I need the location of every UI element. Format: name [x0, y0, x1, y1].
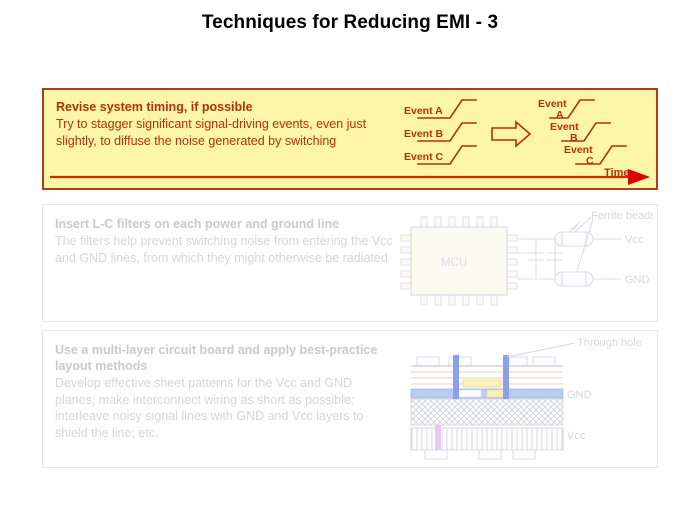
label-mcu-chip: MCU: [441, 257, 467, 269]
multilayer-pcb-cross-section: Through hole GND Vcc: [410, 337, 642, 460]
technique-panel-lc-filters[interactable]: Insert L-C filters on each power and gro…: [42, 204, 658, 322]
panel-text-block: Insert L-C filters on each power and gro…: [55, 216, 395, 266]
label-event-c-before: Event C: [404, 151, 444, 163]
label-vcc-rail: Vcc: [625, 234, 644, 246]
through-hole-via-bottom: [435, 425, 441, 457]
right-arrow-icon: [491, 120, 532, 148]
waveform-event-a-after: [549, 99, 595, 119]
panel-heading: Use a multi-layer circuit board and appl…: [55, 343, 378, 373]
panel-text-block: Revise system timing, if possible Try to…: [56, 99, 406, 149]
time-axis-arrow-icon: [50, 169, 650, 185]
label-event-b-before: Event B: [404, 128, 444, 140]
through-hole-via-left: [453, 355, 459, 399]
label-event-b-after-line2: B: [570, 132, 578, 144]
label-event-a-after-line1: Event: [538, 98, 567, 110]
panel-body: The filters help prevent switching noise…: [55, 234, 393, 265]
panel-heading: Insert L-C filters on each power and gro…: [55, 217, 340, 231]
waveform-event-b-after: [561, 122, 611, 142]
waveform-event-a-before: [417, 99, 477, 119]
label-event-c-after-line2: C: [586, 155, 594, 167]
technique-panel-revise-system-timing[interactable]: Revise system timing, if possible Try to…: [42, 88, 658, 190]
page-title: Techniques for Reducing EMI - 3: [201, 12, 499, 33]
panel-heading: Revise system timing, if possible: [56, 100, 253, 114]
through-hole-via-right: [503, 355, 509, 399]
ferrite-bead-gnd: [554, 271, 594, 287]
label-gnd-rail: GND: [625, 274, 650, 286]
waveform-event-c-before: [417, 145, 477, 165]
label-ferrite-beads: Ferrite beads: [591, 210, 653, 222]
label-vcc-layer: Vcc: [567, 430, 586, 442]
label-event-b-after-line1: Event: [550, 121, 579, 133]
panel-body: Try to stagger significant signal-drivin…: [56, 117, 367, 148]
label-gnd-layer: GND: [567, 389, 592, 401]
label-event-a-before: Event A: [404, 105, 443, 117]
waveform-event-b-before: [417, 122, 477, 142]
technique-panel-multilayer-board[interactable]: Use a multi-layer circuit board and appl…: [42, 330, 658, 468]
panel-text-block: Use a multi-layer circuit board and appl…: [55, 342, 395, 441]
label-event-a-after-line2: A: [556, 109, 564, 121]
label-event-c-after-line1: Event: [564, 144, 593, 156]
vcc-plane: [410, 427, 564, 451]
callout-arrow-icon: [567, 220, 581, 233]
panel-body: Develop effective sheet patterns for the…: [55, 376, 364, 440]
label-through-hole: Through hole: [577, 337, 642, 349]
timing-stagger-diagram: Event A Event B Event C Event A Event B …: [404, 98, 629, 179]
callout-leader-through-hole: [506, 342, 576, 358]
mcu-lc-filter-diagram: MCU Ferrite be: [400, 210, 653, 306]
inner-signal-trace: [462, 379, 502, 388]
waveform-event-c-after: [575, 145, 627, 165]
